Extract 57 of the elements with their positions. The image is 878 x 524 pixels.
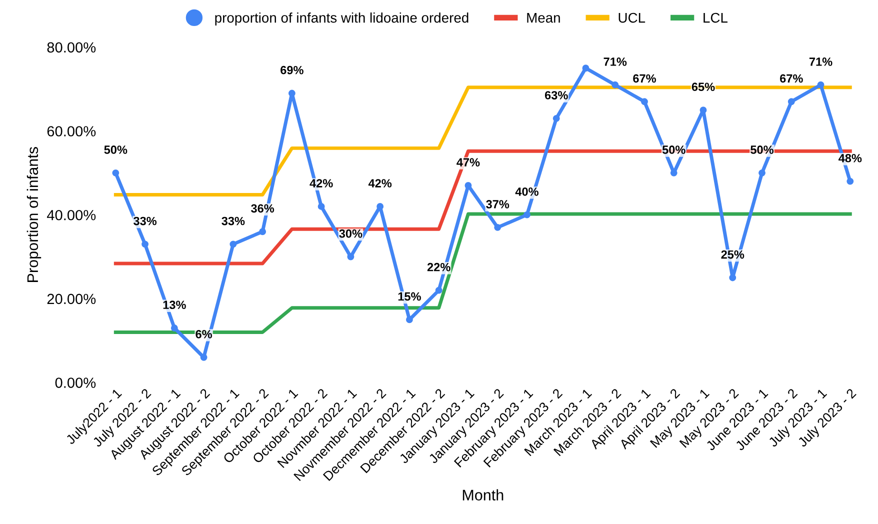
point	[288, 90, 296, 97]
data-label: 63%	[544, 91, 568, 100]
data-label: 22%	[427, 262, 450, 272]
data-label: 67%	[780, 74, 803, 83]
data-label: 40%	[515, 187, 538, 196]
data-label: 71%	[809, 58, 832, 66]
data-label: 33%	[222, 216, 245, 226]
point	[259, 228, 266, 236]
point	[230, 240, 237, 248]
legend-label: LCL	[704, 12, 728, 23]
data-label: 42%	[310, 179, 333, 188]
data-label: 13%	[163, 300, 186, 310]
data-label: 47%	[456, 158, 480, 166]
y-tick-label: 80.00%	[47, 42, 96, 53]
point	[142, 240, 149, 248]
point	[464, 182, 472, 189]
point	[582, 64, 590, 72]
point	[406, 316, 413, 324]
data-label: 15%	[398, 292, 421, 301]
data-label: 48%	[838, 154, 862, 162]
point	[200, 354, 208, 361]
data-label: 67%	[633, 74, 656, 83]
legend-label: UCL	[618, 12, 646, 23]
point	[494, 224, 502, 231]
point	[552, 114, 560, 122]
x-axis-title: Month	[462, 489, 504, 500]
point	[729, 274, 736, 282]
data-label: 36%	[251, 204, 274, 213]
data-label: 71%	[604, 58, 627, 66]
y-tick-label: 40.00%	[46, 210, 96, 220]
point	[846, 178, 854, 185]
y-tick-label: 0.00%	[55, 378, 96, 388]
point	[112, 169, 120, 176]
data-label: 25%	[721, 250, 744, 259]
y-tick-label: 60.00%	[47, 126, 96, 136]
point	[170, 324, 178, 332]
y-tick-label: 20.00%	[47, 294, 96, 304]
point	[700, 106, 707, 114]
data-label: 42%	[368, 179, 392, 188]
y-axis-title: Proportion of infants	[26, 147, 42, 282]
point	[347, 253, 354, 260]
legend-label: Mean	[527, 13, 560, 23]
point	[788, 98, 795, 106]
data-label: 50%	[104, 146, 128, 154]
point	[523, 211, 530, 218]
point	[318, 202, 325, 210]
legend-label: proportion of infants with lidoaine ordered	[215, 12, 468, 26]
data-label: 33%	[133, 216, 157, 226]
point	[817, 81, 824, 88]
point	[376, 202, 384, 210]
point	[612, 81, 619, 88]
point	[435, 286, 442, 294]
data-label: 30%	[339, 229, 362, 238]
point	[641, 98, 648, 106]
data-label: 37%	[486, 200, 510, 208]
point	[758, 169, 766, 176]
data-label: 69%	[280, 66, 304, 74]
